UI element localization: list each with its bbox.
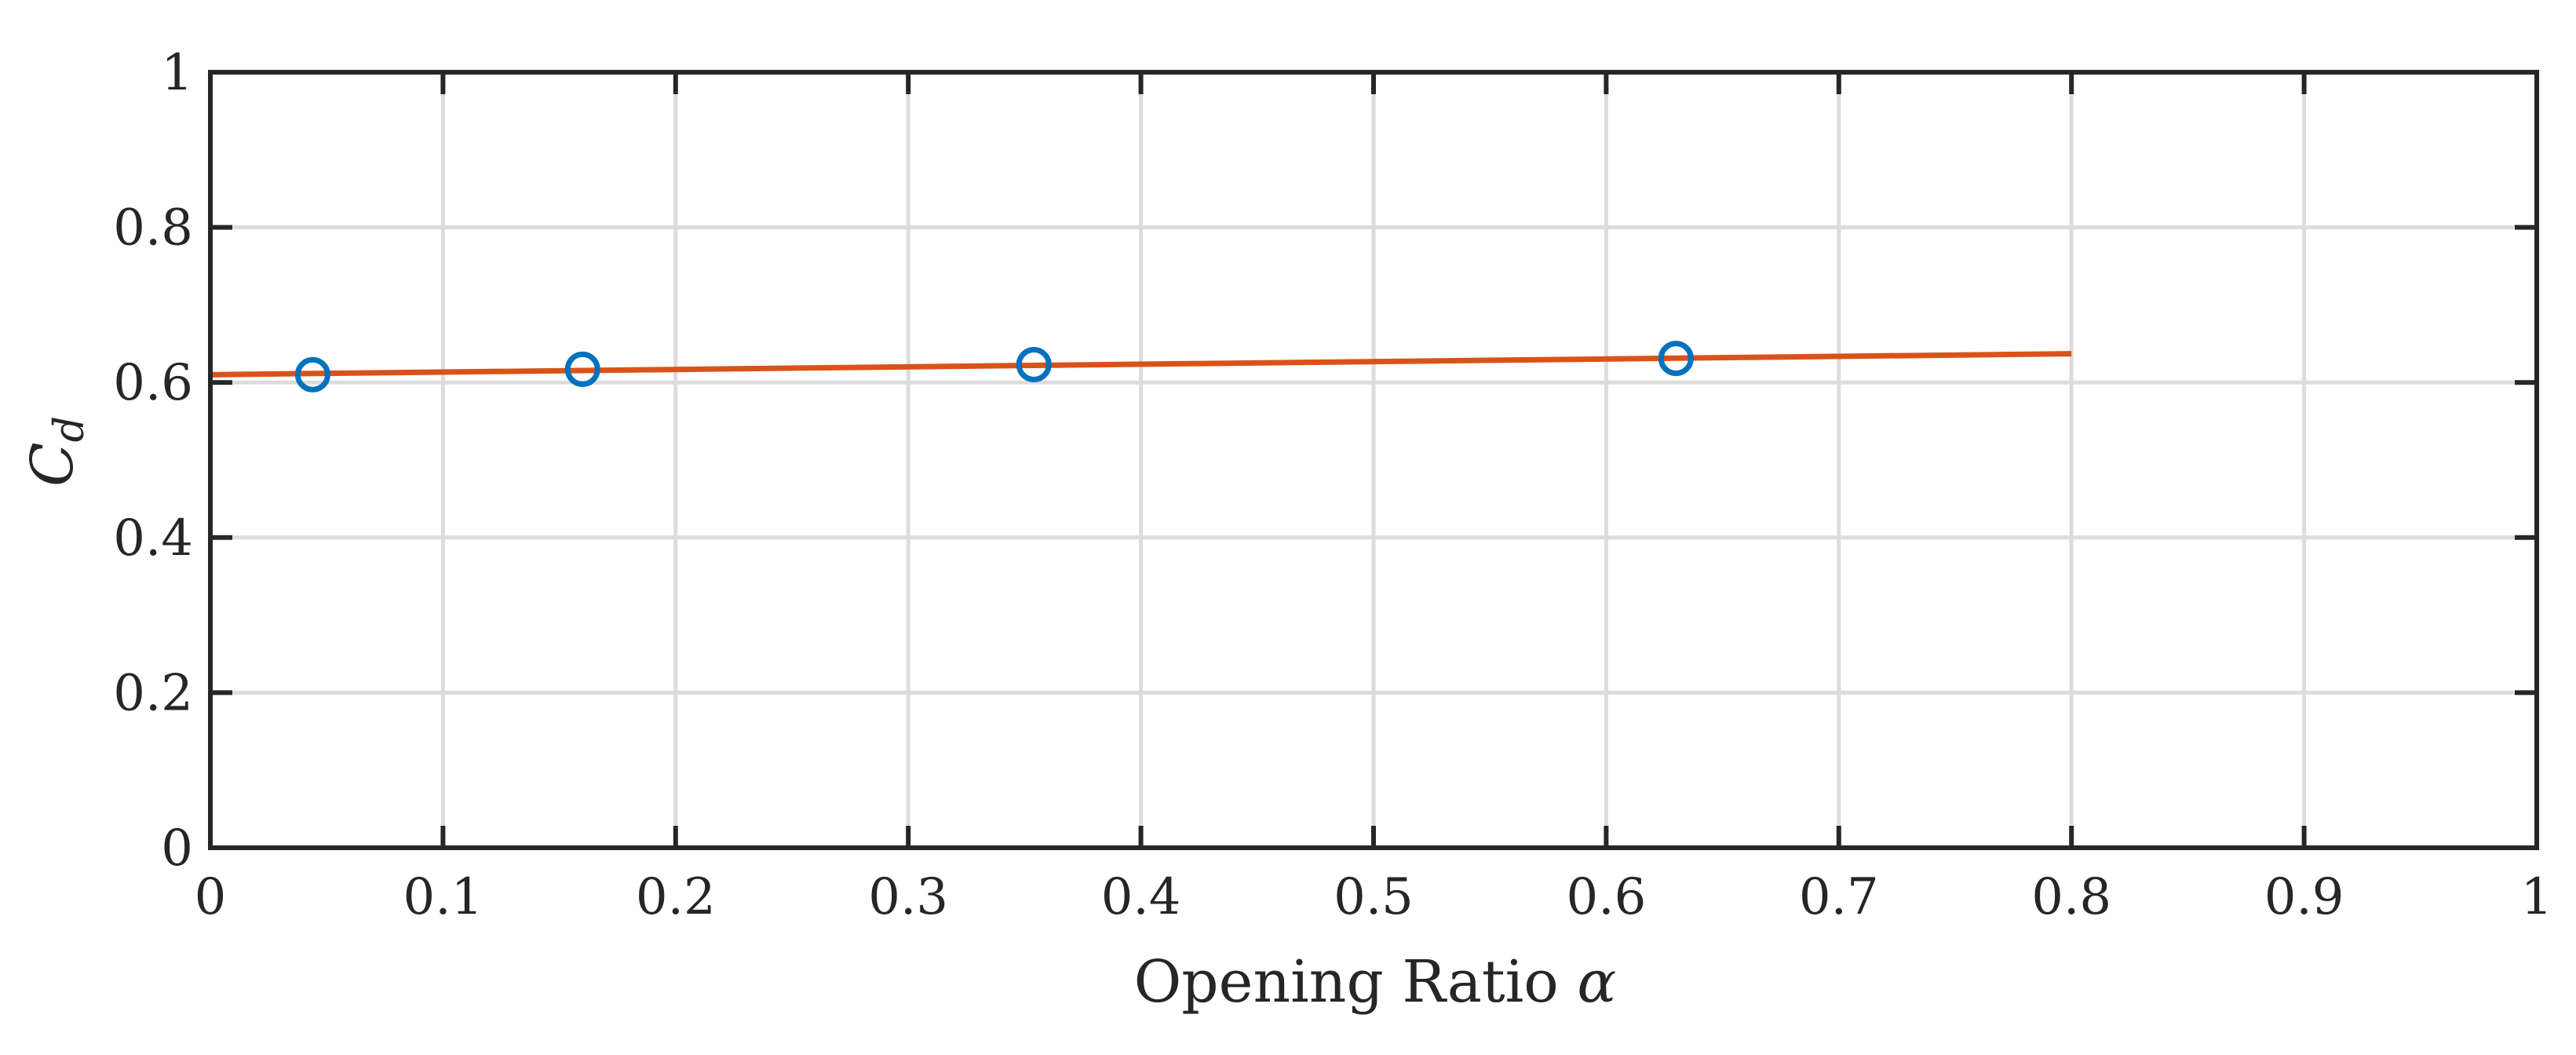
data-point: [1658, 341, 1694, 377]
fit-line: [210, 351, 2072, 378]
data-point: [1016, 346, 1052, 382]
x-tick-labels: 0 0.1 0.2 0.3 0.4 0.5 0.6 0.7 0.8 0.9 1: [195, 868, 2553, 926]
x-tick-label: 0.5: [1334, 868, 1414, 926]
y-tick-label: 0.6: [113, 354, 193, 412]
axis-ticks: [208, 70, 2539, 850]
data-points-series: [294, 341, 1694, 392]
y-tick-label: 1: [161, 44, 193, 102]
y-tick-label: 0.8: [113, 199, 193, 257]
x-tick-label: 1: [2521, 868, 2553, 926]
x-tick-label: 0.6: [1567, 868, 1647, 926]
x-tick-label: 0.4: [1101, 868, 1181, 926]
x-tick-label: 0.9: [2264, 868, 2344, 926]
x-tick-label: 0.7: [1799, 868, 1879, 926]
x-tick-label: 0.2: [636, 868, 716, 926]
x-tick-label: 0.1: [403, 868, 483, 926]
x-tick-label: 0.3: [868, 868, 948, 926]
y-tick-labels: 0 0.2 0.4 0.6 0.8 1: [113, 44, 193, 878]
data-point: [294, 356, 330, 392]
y-axis-label: Cd: [19, 416, 93, 487]
x-axis-label: Opening Ratio α: [1134, 948, 1617, 1016]
y-tick-label: 0.2: [113, 664, 193, 722]
data-point: [564, 351, 600, 387]
y-tick-label: 0.4: [113, 509, 193, 568]
y-tick-label: 0: [161, 820, 193, 878]
x-tick-label: 0.8: [2031, 868, 2111, 926]
x-tick-label: 0: [195, 868, 227, 926]
grid: [210, 72, 2537, 848]
fit-line-series: [210, 351, 2072, 378]
